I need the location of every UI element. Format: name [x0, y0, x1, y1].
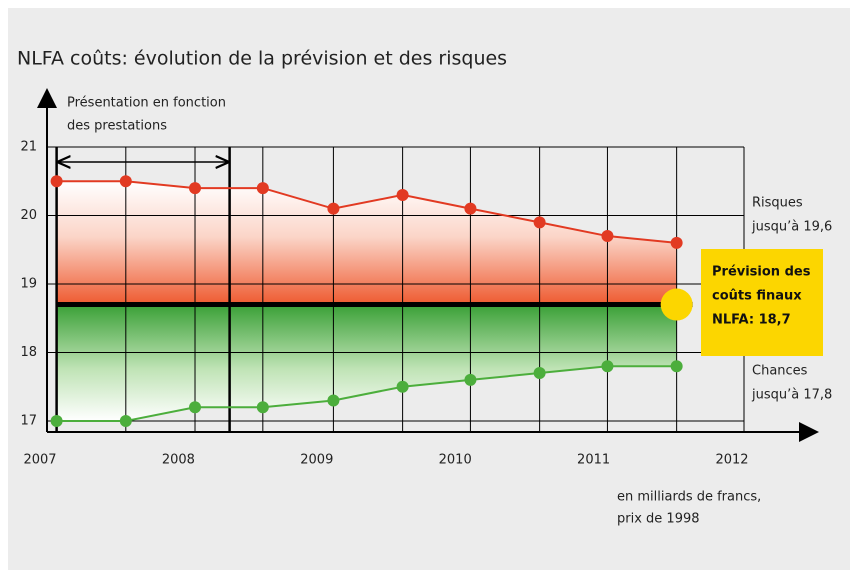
risk-label: Risques [752, 196, 803, 211]
point [256, 182, 269, 195]
x-tick-label: 2009 [300, 453, 333, 468]
forecast-label: coûts finaux [712, 289, 802, 304]
point [189, 401, 202, 414]
x-tick-label: 2010 [439, 453, 472, 468]
point [533, 367, 546, 380]
unit-note: en milliards de francs, [617, 490, 761, 505]
y-tick-label: 18 [20, 345, 37, 360]
series-line [56, 180, 677, 244]
annotation: Présentation en fonction [67, 96, 226, 111]
x-tick-label: 2008 [162, 453, 195, 468]
y-tick-label: 20 [20, 208, 37, 223]
area [56, 181, 677, 305]
x-tick-label: 2012 [715, 453, 748, 468]
point [119, 175, 132, 188]
point [327, 394, 340, 407]
risk-label: jusqu’à 19,6 [751, 220, 832, 235]
point [50, 175, 63, 188]
point [533, 216, 546, 229]
point [601, 360, 614, 373]
unit-note: prix de 1998 [617, 512, 700, 527]
forecast-dot [660, 288, 693, 321]
forecast-box [701, 249, 823, 356]
point [464, 373, 477, 386]
point [50, 415, 63, 427]
y-tick-label: 19 [20, 277, 37, 292]
point [327, 202, 340, 215]
series-line [56, 365, 677, 422]
forecast-label: NLFA: 18,7 [712, 313, 791, 328]
forecast-label: Prévision des [712, 265, 811, 280]
chance-label: Chances [752, 364, 808, 379]
point [670, 236, 683, 249]
point [119, 415, 132, 427]
point [396, 380, 409, 393]
point [256, 401, 269, 414]
point [464, 202, 477, 215]
x-tick-label: 2007 [23, 453, 56, 468]
x-tick-label: 2011 [577, 453, 610, 468]
annotation: des prestations [67, 119, 167, 134]
y-tick-label: 21 [20, 140, 37, 155]
y-tick-label: 17 [20, 414, 37, 429]
area [56, 304, 677, 421]
chance-label: jusqu’à 17,8 [751, 388, 832, 403]
point [601, 230, 614, 243]
chart-title: NLFA coûts: évolution de la prévision et… [17, 48, 507, 70]
point [396, 188, 409, 201]
point [189, 182, 202, 195]
point [670, 360, 683, 373]
